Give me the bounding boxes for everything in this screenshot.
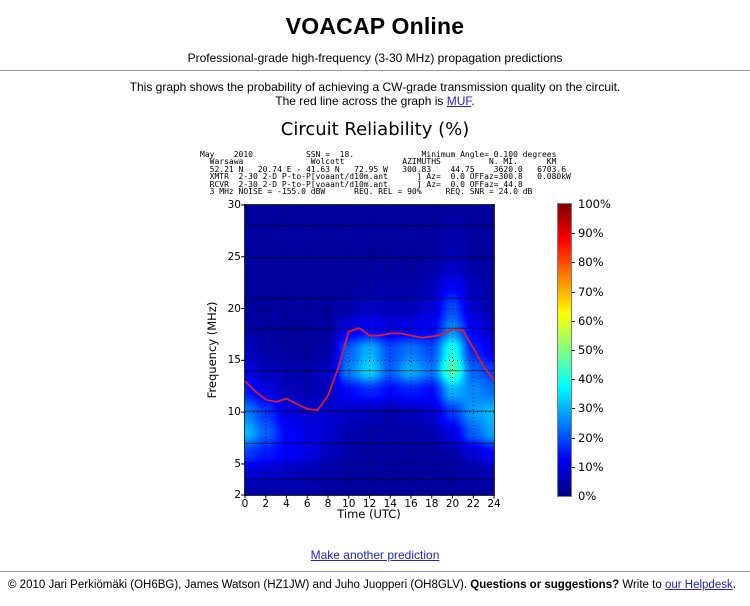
colorbar-tick-mark: [572, 320, 575, 322]
y-tick-label: 5: [234, 457, 241, 470]
make-another-row: Make another prediction: [0, 548, 750, 562]
voacap-run-header: May 2010 SSN = 18. Minimum Angle= 0.100 …: [200, 150, 571, 197]
x-tick-label: 10: [342, 498, 356, 510]
x-axis-label: Time (UTC): [337, 507, 401, 521]
x-tick-label: 6: [303, 498, 311, 510]
colorbar-tick-mark: [572, 350, 575, 351]
colorbar-tick-label: 40%: [578, 372, 604, 387]
y-axis-label: Frequency (MHz): [205, 301, 219, 399]
x-tick-label: 14: [383, 498, 397, 510]
x-tick-label: 22: [466, 498, 480, 510]
description-line2-suffix: .: [471, 94, 475, 108]
top-divider: [0, 70, 750, 71]
colorbar-tick-label: 20%: [578, 430, 604, 445]
colorbar-tick-label: 100%: [578, 197, 611, 211]
chart-title: Circuit Reliability (%): [280, 119, 470, 140]
helpdesk-link[interactable]: our Helpdesk: [664, 579, 733, 591]
footer-suffix: .: [732, 579, 736, 591]
bottom-divider: [0, 571, 750, 572]
muf-link[interactable]: MUF: [446, 94, 472, 108]
colorbar-tick-label: 50%: [578, 343, 604, 357]
description-line2-prefix: The red line across the graph is: [275, 94, 447, 108]
y-tick-label: 15: [227, 354, 241, 367]
colorbar-tick-mark: [572, 262, 575, 264]
graph-description: This graph shows the probability of achi…: [0, 80, 750, 108]
x-tick-label: 20: [445, 498, 460, 510]
x-tick-label: 24: [487, 498, 501, 510]
colorbar-tick-mark: [572, 291, 575, 293]
x-tick-label: 12: [362, 498, 377, 510]
x-tick-label: 8: [324, 498, 332, 510]
colorbar-tick-label: 10%: [578, 459, 604, 474]
x-tick-label: 0: [241, 498, 249, 510]
colorbar-tick-mark: [572, 437, 575, 439]
muf-line: [244, 327, 495, 411]
reliability-plot: [241, 204, 495, 499]
footer-question: Questions or suggestions?: [470, 579, 620, 591]
x-tick-label: 16: [404, 498, 418, 510]
y-tick-label: 10: [227, 406, 241, 419]
description-line1: This graph shows the probability of achi…: [129, 80, 621, 94]
y-tick-label: 2: [234, 489, 241, 501]
y-tick-label: 30: [227, 199, 241, 211]
footer-write-to: Write to: [619, 579, 665, 591]
page-subtitle: Professional-grade high-frequency (3-30 …: [187, 51, 563, 65]
colorbar-tick-mark: [572, 233, 575, 235]
colorbar-tick-mark: [572, 408, 575, 410]
colorbar-tick-mark: [572, 379, 575, 381]
y-tick-label: 20: [227, 302, 241, 315]
colorbar: [557, 203, 572, 497]
x-tick-label: 18: [425, 498, 439, 510]
colorbar-tick-label: 70%: [578, 284, 604, 299]
copyright-text: © 2010 Jari Perkiömäki (OH6BG), James Wa…: [8, 579, 471, 591]
x-tick-label: 4: [283, 498, 290, 510]
colorbar-tick-label: 0%: [578, 489, 597, 503]
y-tick-label: 25: [227, 250, 241, 263]
page-title: VOACAP Online: [285, 13, 465, 39]
footer: © 2010 Jari Perkiömäki (OH6BG), James Wa…: [8, 579, 736, 591]
x-tick-label: 2: [262, 498, 270, 510]
prediction-figure: May 2010 SSN = 18. Minimum Angle= 0.100 …: [195, 150, 715, 545]
plot-overlay: [241, 204, 495, 499]
colorbar-tick-label: 80%: [578, 255, 604, 270]
colorbar-tick-mark: [572, 466, 575, 468]
colorbar-tick-label: 60%: [578, 313, 604, 328]
colorbar-tick-label: 30%: [578, 401, 604, 416]
make-another-prediction-link[interactable]: Make another prediction: [310, 548, 440, 562]
colorbar-tick-label: 90%: [578, 226, 604, 241]
